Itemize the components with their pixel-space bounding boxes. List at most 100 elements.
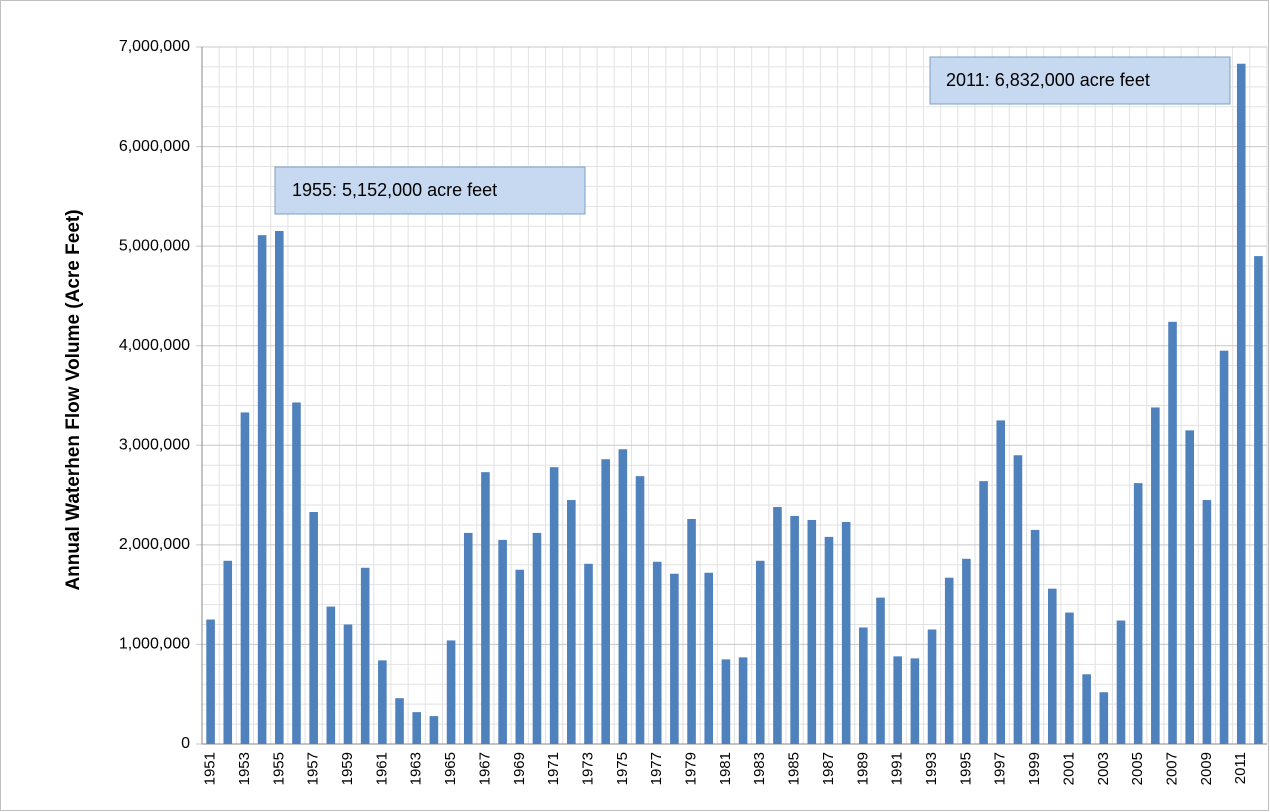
bar xyxy=(515,569,525,744)
bar xyxy=(755,560,765,744)
bar xyxy=(773,507,782,744)
x-tick-label: 1951 xyxy=(202,752,219,785)
bar xyxy=(927,629,937,744)
annotation-box xyxy=(929,56,1231,105)
y-tick-label: 1,000,000 xyxy=(119,636,190,653)
y-tick-label: 6,000,000 xyxy=(119,138,190,155)
bar xyxy=(326,606,336,744)
bar xyxy=(1133,483,1143,744)
bar xyxy=(275,231,284,744)
x-tick-label: 1977 xyxy=(648,752,665,785)
x-tick-label: 1967 xyxy=(476,752,493,785)
bar xyxy=(1236,63,1246,744)
bar xyxy=(360,567,370,744)
bar xyxy=(1082,674,1091,744)
bar xyxy=(309,511,318,744)
bar xyxy=(240,412,250,744)
x-tick-label: 1963 xyxy=(408,752,425,785)
bar xyxy=(601,459,610,744)
bar xyxy=(549,467,559,744)
x-tick-label: 1989 xyxy=(854,752,871,785)
bar xyxy=(1065,612,1074,744)
x-tick-label: 1953 xyxy=(236,752,253,785)
bar xyxy=(1047,588,1057,744)
bar xyxy=(996,420,1006,744)
bar xyxy=(635,476,645,744)
bar xyxy=(223,560,233,744)
bar xyxy=(412,712,422,744)
x-tick-label: 1955 xyxy=(270,752,287,785)
x-tick-label: 1975 xyxy=(614,752,631,785)
bar xyxy=(257,235,267,744)
bar xyxy=(1168,321,1177,744)
annotation: 1955: 5,152,000 acre feet xyxy=(292,180,497,200)
bar xyxy=(1099,692,1109,744)
bar xyxy=(567,500,576,744)
y-tick-label: 2,000,000 xyxy=(119,536,190,553)
bar xyxy=(979,481,988,744)
x-tick-label: 1995 xyxy=(957,752,974,785)
bar xyxy=(1151,407,1160,744)
bar xyxy=(378,660,387,744)
bar xyxy=(1202,500,1212,744)
bar xyxy=(1030,529,1040,744)
bar xyxy=(343,624,353,744)
bar xyxy=(859,627,868,744)
bar xyxy=(292,402,301,744)
bar xyxy=(498,539,507,744)
x-tick-label: 1997 xyxy=(992,752,1009,785)
x-tick-label: 1999 xyxy=(1026,752,1043,785)
bar xyxy=(618,449,628,744)
x-tick-label: 1987 xyxy=(820,752,837,785)
x-tick-label: 1971 xyxy=(545,752,562,785)
labels: 0 1,000,000 2,000,000 3,000,000 4,000,000 5,0… xyxy=(119,38,1249,785)
bar xyxy=(893,656,902,744)
bar xyxy=(481,472,490,744)
x-tick-label: 2007 xyxy=(1163,752,1180,785)
bar xyxy=(532,532,542,744)
bar xyxy=(670,573,679,744)
bar xyxy=(1185,430,1194,744)
x-tick-label: 1957 xyxy=(305,752,322,785)
x-tick-label: 1993 xyxy=(923,752,940,785)
bar xyxy=(652,561,662,744)
x-tick-label: 2001 xyxy=(1060,752,1077,785)
bar xyxy=(790,515,799,744)
bar xyxy=(1116,620,1126,744)
x-tick-label: 2003 xyxy=(1095,752,1112,785)
annotation: 2011: 6,832,000 acre feet xyxy=(946,70,1150,90)
x-tick-label: 2005 xyxy=(1129,752,1146,785)
bar xyxy=(1013,455,1023,744)
bar xyxy=(206,619,215,744)
x-tick-label: 1985 xyxy=(786,752,803,785)
bar xyxy=(584,563,593,744)
y-tick-label: 7,000,000 xyxy=(119,38,190,55)
bar xyxy=(841,521,851,744)
bar xyxy=(910,658,920,744)
bars xyxy=(206,63,1263,744)
bar xyxy=(463,532,473,744)
bar xyxy=(429,716,439,744)
bar xyxy=(876,597,885,744)
bar xyxy=(1254,256,1263,744)
x-tick-label: 1979 xyxy=(683,752,700,785)
grid xyxy=(196,46,1268,745)
bar xyxy=(721,659,731,744)
x-tick-label: 1991 xyxy=(889,752,906,785)
x-tick-label: 1983 xyxy=(751,752,768,785)
bar xyxy=(944,577,954,744)
bar xyxy=(395,698,404,744)
x-tick-label: 1959 xyxy=(339,752,356,785)
y-tick-label: 0 xyxy=(181,735,190,752)
x-tick-label: 1973 xyxy=(579,752,596,785)
bar xyxy=(687,518,696,744)
x-tick-label: 1981 xyxy=(717,752,734,785)
x-tick-label: 2011 xyxy=(1232,752,1249,784)
x-tick-label: 1965 xyxy=(442,752,459,785)
x-tick-label: 1969 xyxy=(511,752,528,785)
bar xyxy=(1219,350,1229,744)
annotation-box xyxy=(274,166,586,215)
bar xyxy=(446,640,456,744)
y-axis-label: Annual Waterhen Flow Volume (Acre Feet) xyxy=(63,209,84,590)
